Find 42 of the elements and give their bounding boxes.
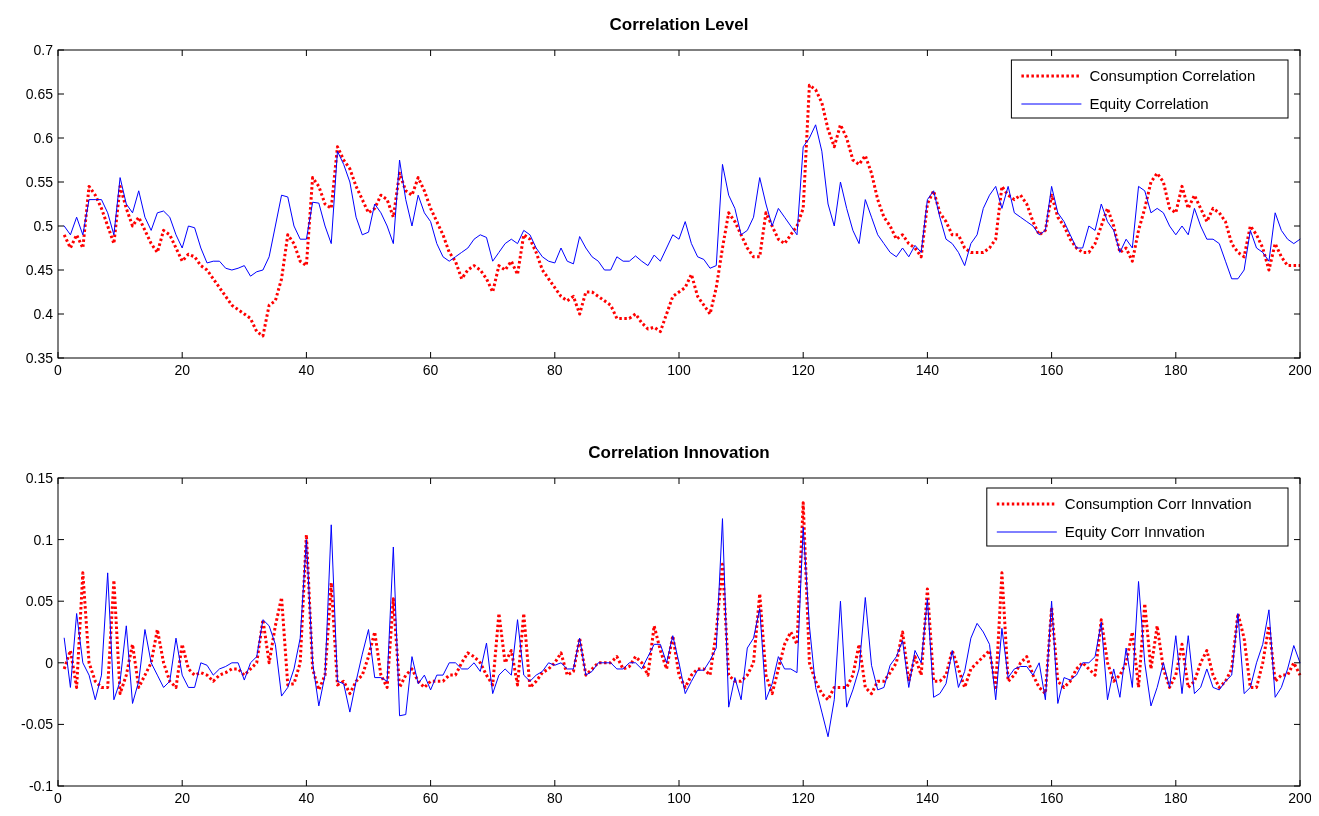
x-tick-label: 180 [1164, 362, 1188, 378]
x-tick-label: 160 [1039, 362, 1064, 378]
x-tick-label: 140 [915, 362, 940, 378]
x-tick-label: 200 [1288, 362, 1312, 378]
line-series [63, 124, 1301, 280]
y-tick-label: -0.1 [28, 778, 54, 794]
x-tick-label: 160 [1039, 790, 1064, 806]
y-tick-label: 0.5 [33, 218, 54, 234]
x-tick-label: 140 [915, 790, 940, 806]
x-tick-label: 20 [174, 790, 191, 806]
x-tick-label: 40 [298, 790, 315, 806]
y-tick-label: -0.05 [21, 716, 54, 733]
x-tick-label: 60 [422, 362, 439, 378]
x-tick-label: 40 [298, 362, 315, 378]
chart-title: Correlation Innovation [588, 443, 770, 462]
y-tick-label: 0.7 [33, 42, 54, 58]
legend-label: Consumption Correlation [1089, 67, 1256, 84]
x-tick-label: 120 [791, 362, 816, 378]
y-tick-label: 0.6 [33, 130, 54, 146]
y-tick-label: 0.35 [25, 350, 54, 366]
line-series [63, 518, 1301, 738]
x-tick-label: 100 [667, 790, 691, 806]
x-tick-label: 200 [1288, 790, 1312, 806]
y-tick-label: 0.1 [33, 531, 54, 548]
y-tick-label: 0.15 [25, 470, 54, 486]
x-tick-label: 80 [547, 362, 563, 378]
x-tick-label: 100 [667, 362, 691, 378]
legend-label: Equity Correlation [1089, 95, 1209, 112]
y-tick-label: 0.45 [25, 262, 54, 278]
chart-title: Correlation Level [609, 15, 749, 34]
y-tick-label: 0 [45, 654, 54, 671]
y-tick-label: 0.05 [25, 593, 54, 610]
x-tick-label: 120 [791, 790, 816, 806]
y-tick-label: 0.4 [33, 306, 54, 322]
x-tick-label: 60 [422, 790, 439, 806]
x-tick-label: 180 [1164, 790, 1188, 806]
y-tick-label: 0.65 [25, 86, 54, 102]
legend-label: Consumption Corr Innvation [1064, 495, 1252, 512]
y-tick-label: 0.55 [25, 174, 54, 190]
x-tick-label: 20 [174, 362, 191, 378]
x-tick-label: 80 [547, 790, 563, 806]
legend-label: Equity Corr Innvation [1064, 523, 1205, 540]
